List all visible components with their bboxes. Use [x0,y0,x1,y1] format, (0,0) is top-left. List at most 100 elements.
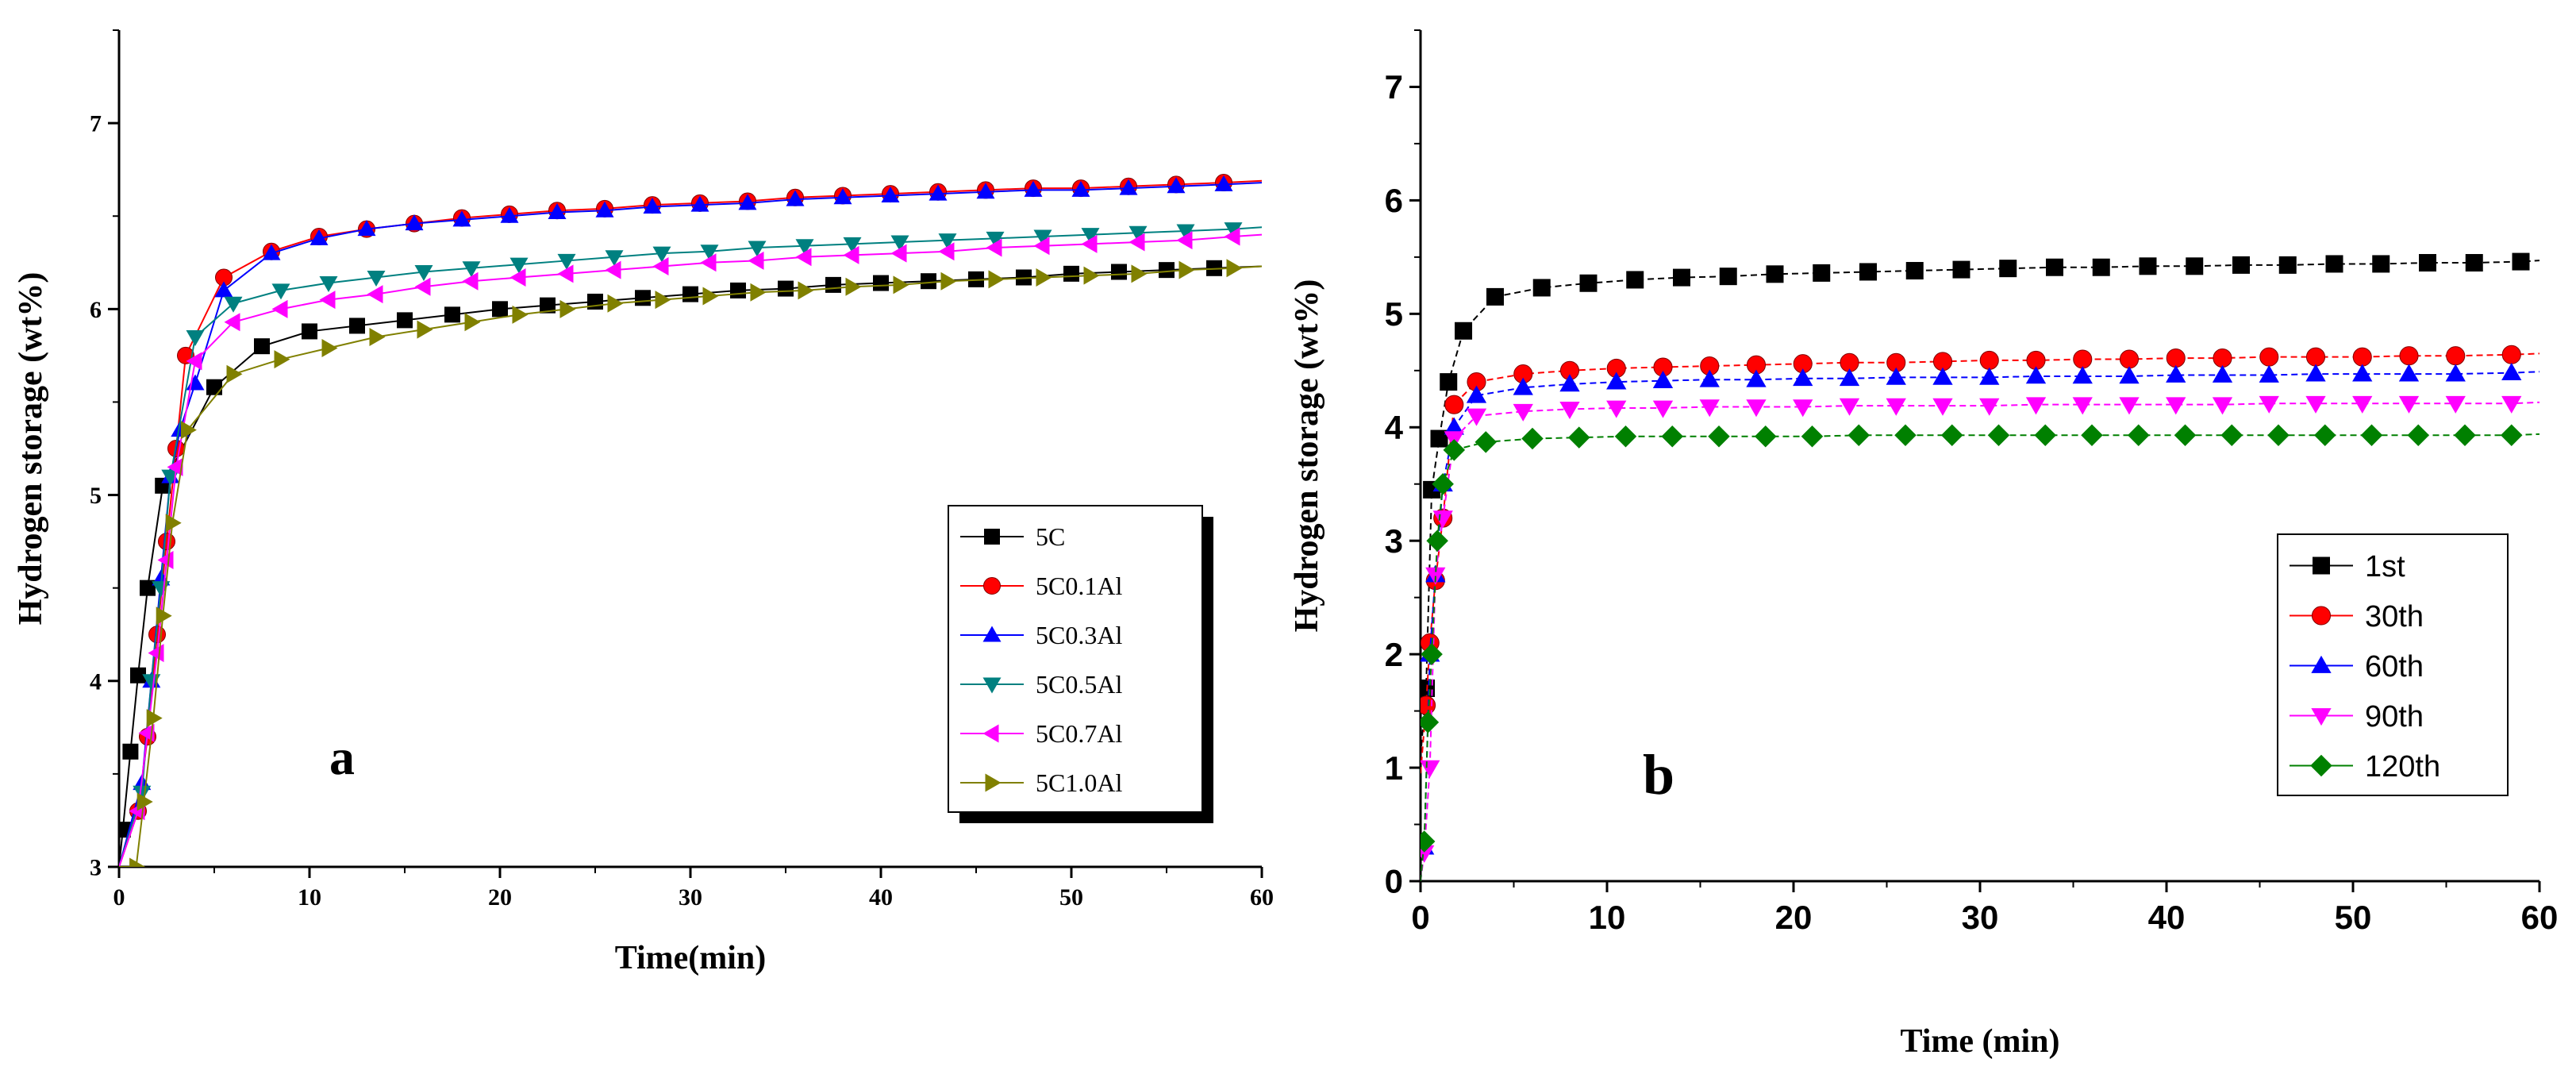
data-point [2501,424,2523,447]
data-point [548,203,567,220]
data-point [929,184,948,201]
data-point [2119,366,2140,384]
data-point [1699,369,1720,387]
legend-label: 5C0.1Al [1036,572,1122,600]
data-point [2232,256,2250,274]
x-tick-label: 40 [2148,899,2186,936]
data-point [2399,346,2419,366]
data-point [2501,345,2521,364]
y-tick-label: 5 [90,483,102,509]
legend: 1st 30th 60th 90th 120th [2277,533,2509,796]
chart-panel-b: 0 10 20 30 40 50 60 0 1 2 3 4 5 6 7 Time (min) Hydrogen … [1289,29,2558,1060]
data-point [1755,425,1777,448]
data-point [1466,385,1487,403]
data-point [1979,350,1999,370]
data-point [405,214,424,231]
legend-marker [983,577,1001,595]
data-point [1859,263,1877,281]
x-axis-label: Time (min) [1900,1023,2059,1060]
data-point [738,194,757,210]
data-point [462,261,481,278]
data-point [682,286,698,302]
data-point [1024,180,1043,197]
data-point [605,250,624,267]
data-point [2407,424,2429,447]
x-tick-label: 40 [869,884,893,911]
data-point [1176,224,1195,241]
data-point [2352,364,2373,382]
data-point [2072,397,2093,415]
data-point [986,238,1002,257]
data-point [643,198,662,214]
data-point [587,293,603,310]
data-point [1719,268,1737,286]
data-point [214,281,233,298]
data-point [1444,395,1464,414]
data-point [140,580,156,596]
legend-label: 5C1.0Al [1036,768,1122,797]
data-point [893,275,909,295]
x-tick-label: 20 [488,884,512,911]
data-point [1176,231,1193,250]
data-point [2267,424,2290,447]
data-point [271,299,288,318]
data-point [2186,257,2204,275]
data-point [976,183,995,199]
legend-label: 5C0.5Al [1036,670,1122,699]
chart-panel-a: 0 10 20 30 40 50 60 3 4 5 6 7 Time(min) Hydrogen stor… [13,29,1274,976]
data-point [2372,255,2390,273]
data-point [271,283,290,300]
legend: 5C 5C0.1Al 5C0.3Al 5C0.5Al 5C0.7Al 5C1.0Al [948,505,1213,823]
data-point [186,352,202,371]
data-point [1430,429,1448,448]
data-point [444,306,460,323]
data-point [1440,373,1458,391]
data-point [133,785,152,802]
y-tick-label: 2 [1385,636,1403,673]
data-point [254,338,270,355]
y-tick-label: 6 [90,297,102,323]
data-point [1443,439,1466,461]
data-point [595,201,614,218]
data-point [129,857,146,867]
data-point [142,674,161,691]
data-point [690,195,709,212]
data-point [1426,529,1448,552]
series-120th [1421,424,2539,881]
legend-label: 30th [2365,600,2424,633]
legend-marker [2313,556,2330,575]
data-point [1673,268,1690,287]
x-tick-label: 30 [679,884,702,911]
legend-marker [2311,655,2332,673]
data-point [1444,417,1464,435]
data-point [655,291,671,310]
data-point [890,244,907,263]
data-point [557,264,574,283]
data-point [2025,366,2047,384]
data-point [795,248,812,267]
data-point [1568,426,1590,449]
data-point [843,245,859,264]
y-axis-label: Hydrogen storage (wt%) [1289,279,1325,633]
data-point [1614,425,1637,448]
data-point [2419,254,2436,272]
data-point [2398,395,2420,414]
legend-marker [982,626,1002,642]
data-point [2139,257,2157,275]
data-point [1081,228,1100,245]
data-point [369,327,386,346]
data-point [2512,252,2530,271]
y-tick-label: 5 [1385,295,1403,333]
data-point [1699,399,1720,418]
data-point [509,257,529,274]
data-point [1979,398,2000,416]
data-point [1033,237,1050,256]
y-tick-label: 1 [1385,749,1403,787]
data-point [1987,424,2010,447]
data-point [414,277,431,296]
data-point [795,239,814,256]
data-point [843,237,862,253]
data-point [1941,424,1963,447]
data-point [2445,395,2466,414]
x-tick-label: 10 [298,884,321,911]
